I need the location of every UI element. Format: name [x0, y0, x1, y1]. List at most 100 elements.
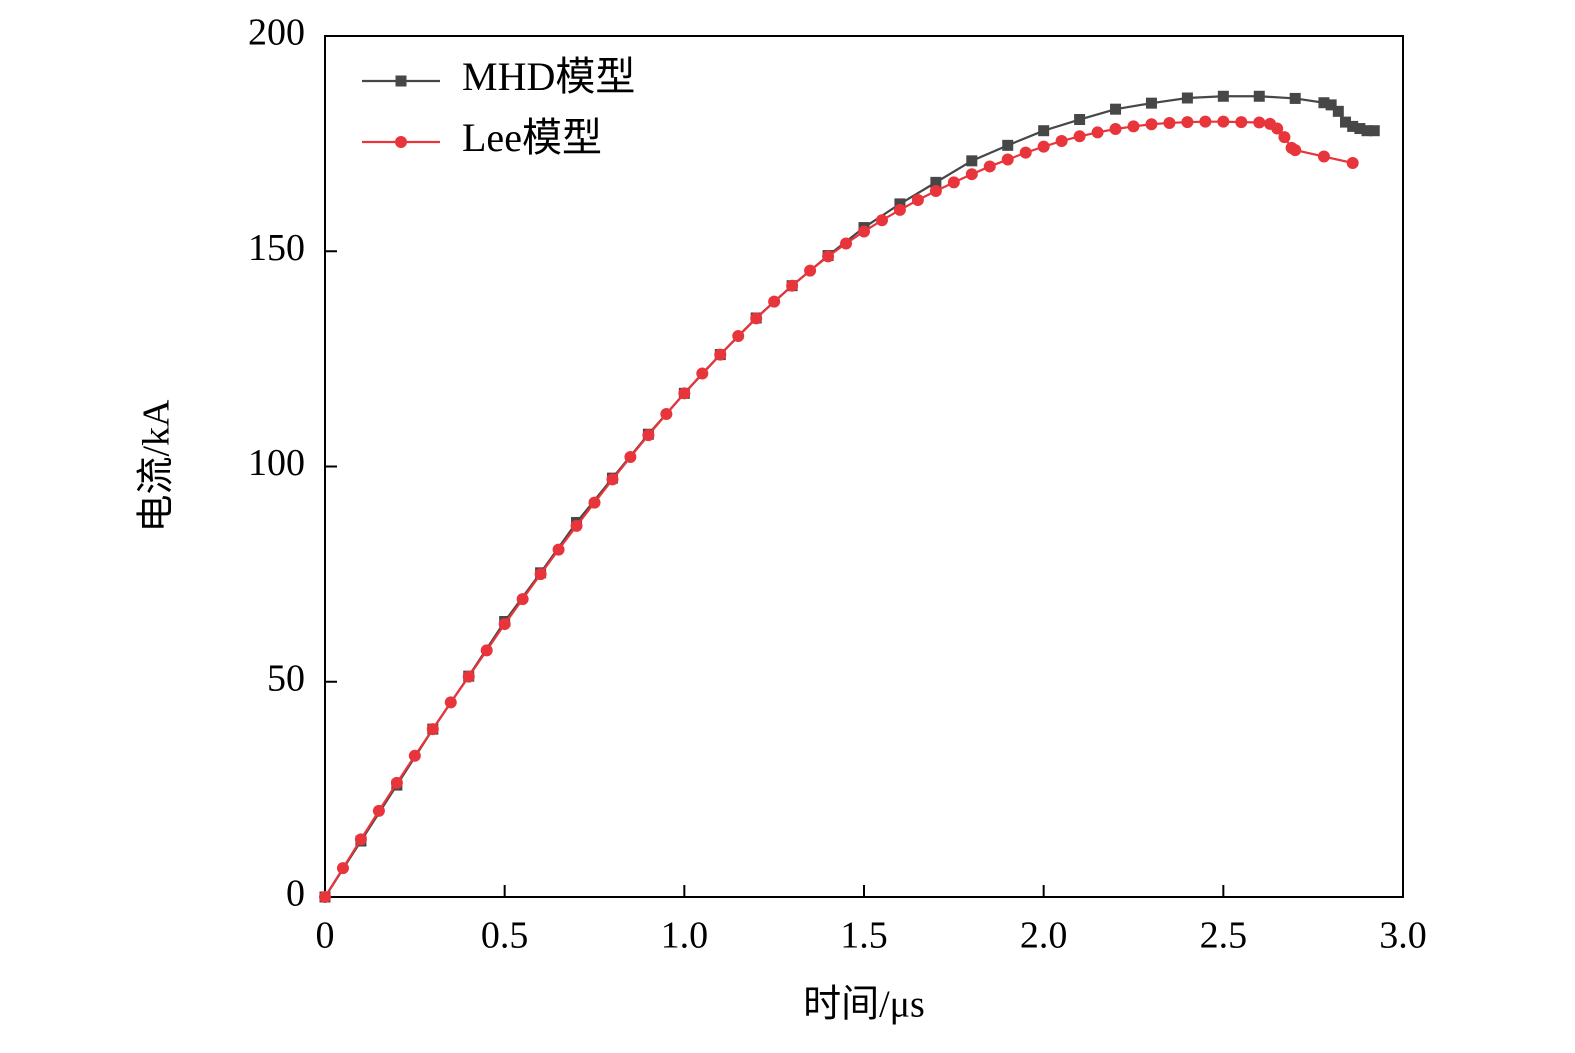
data-point — [1354, 123, 1366, 135]
data-point — [1361, 125, 1373, 137]
x-tick-label: 2.5 — [1200, 915, 1248, 957]
data-point — [319, 891, 331, 903]
data-point — [1073, 130, 1086, 143]
y-tick-label: 0 — [286, 873, 305, 915]
data-point — [1127, 120, 1140, 133]
data-point — [1253, 90, 1265, 102]
y-tick-label: 50 — [267, 657, 305, 699]
data-point — [1235, 116, 1248, 129]
data-point — [606, 473, 619, 486]
data-point — [732, 330, 745, 343]
data-point — [1163, 116, 1176, 129]
data-point — [822, 250, 835, 263]
data-point — [588, 496, 601, 509]
data-point — [1199, 115, 1212, 128]
legend-marker — [395, 136, 407, 148]
data-point — [893, 203, 906, 216]
series-line — [324, 95, 1375, 898]
data-point — [1145, 97, 1157, 109]
data-point — [1002, 139, 1014, 151]
data-point — [804, 264, 817, 277]
data-point — [408, 749, 421, 762]
data-point — [1289, 144, 1302, 157]
data-point — [696, 367, 709, 380]
data-point — [1001, 153, 1014, 166]
data-point — [1347, 120, 1359, 132]
data-point — [660, 407, 673, 420]
x-tick-label: 1.0 — [661, 915, 709, 957]
data-point — [570, 519, 583, 532]
data-point — [1181, 116, 1194, 129]
x-tick-label: 3.0 — [1379, 915, 1427, 957]
data-point — [930, 176, 942, 188]
data-point — [1019, 146, 1032, 159]
x-tick-label: 0.5 — [481, 915, 529, 957]
data-point — [840, 237, 853, 250]
data-point — [480, 644, 493, 657]
data-point — [714, 348, 727, 361]
y-tick-label: 150 — [248, 227, 305, 269]
data-point — [498, 618, 511, 631]
data-point — [965, 168, 978, 181]
data-point — [983, 160, 996, 173]
data-point — [750, 312, 763, 325]
data-point — [678, 387, 691, 400]
data-point — [947, 176, 960, 189]
data-point — [354, 833, 367, 846]
data-point — [911, 194, 924, 207]
data-point — [624, 451, 637, 464]
data-point — [1317, 150, 1330, 163]
data-point — [372, 804, 385, 817]
x-tick-label: 0 — [316, 915, 335, 957]
data-point — [552, 543, 565, 556]
data-point — [875, 214, 888, 227]
data-point — [1289, 92, 1301, 104]
data-point — [1037, 140, 1050, 153]
plot-frame — [324, 35, 1404, 898]
x-axis-title: 时间/μs — [803, 984, 925, 1026]
data-point — [1217, 115, 1230, 128]
y-tick-label: 100 — [248, 442, 305, 484]
data-point — [642, 429, 655, 442]
data-point — [894, 198, 906, 210]
data-point — [1340, 116, 1352, 128]
data-point — [768, 295, 781, 308]
data-point — [1325, 99, 1337, 111]
data-point — [534, 568, 547, 581]
data-point — [390, 776, 403, 789]
data-point — [1253, 116, 1266, 129]
data-point — [426, 723, 439, 736]
data-point — [786, 279, 799, 292]
data-point — [462, 670, 475, 683]
data-point — [929, 184, 942, 197]
data-point — [1091, 126, 1104, 139]
data-point — [1332, 105, 1344, 117]
y-tick-label: 200 — [248, 12, 305, 54]
data-point — [1271, 122, 1284, 135]
data-point — [1055, 135, 1068, 148]
legend-label: Lee模型 — [462, 115, 602, 160]
data-point — [1368, 125, 1380, 137]
data-point — [516, 593, 529, 606]
data-point — [966, 155, 978, 167]
series-line — [324, 120, 1353, 898]
data-point — [1181, 92, 1193, 104]
data-point — [1318, 97, 1330, 109]
data-point — [1278, 131, 1291, 144]
legend-marker — [395, 75, 407, 87]
data-point — [1217, 90, 1229, 102]
data-point — [1074, 114, 1086, 126]
data-point — [1109, 122, 1122, 135]
x-tick-label: 2.0 — [1020, 915, 1068, 957]
y-axis-title: 电流/kA — [136, 399, 178, 533]
data-point — [1346, 156, 1359, 169]
x-tick-label: 1.5 — [840, 915, 888, 957]
data-point — [1038, 125, 1050, 137]
data-point — [336, 862, 349, 875]
data-point — [444, 696, 457, 709]
data-point — [1145, 118, 1158, 131]
legend-label: MHD模型 — [462, 54, 635, 99]
data-point — [1110, 103, 1122, 115]
data-point — [858, 225, 870, 238]
